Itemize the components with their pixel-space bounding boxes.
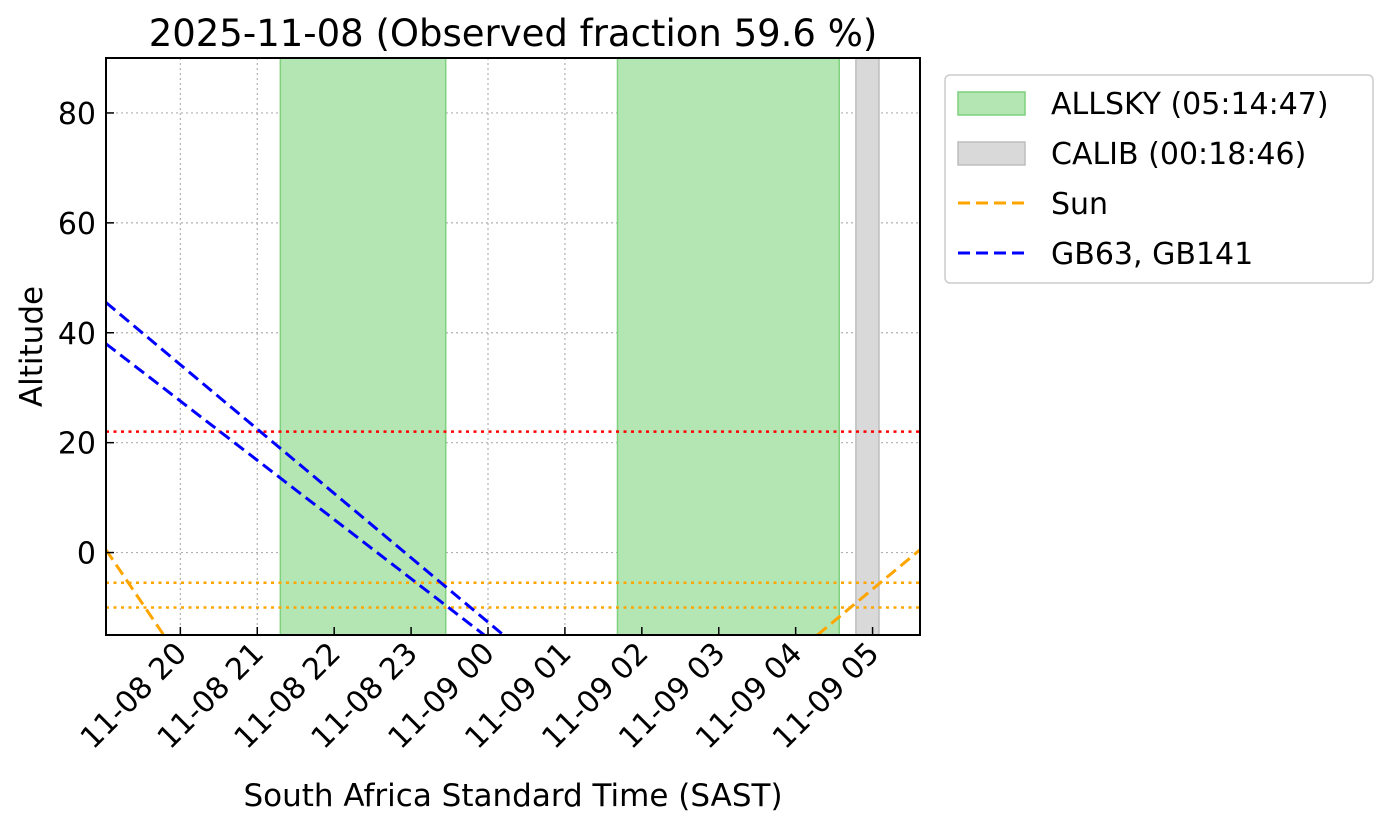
series-line-gb63 [105,301,505,637]
legend-label: GB63, GB141 [1051,237,1253,272]
span-calib [855,57,880,636]
y-tick-label: 60 [58,207,96,242]
span-allsky [279,57,447,636]
y-tick-label: 0 [77,537,96,572]
y-axis-label: Altitude [14,286,50,407]
legend-box [944,74,1374,284]
series-line-sun [816,548,921,637]
span-allsky [616,57,840,636]
y-tick-label: 40 [58,317,96,352]
legend-label: Sun [1051,187,1108,222]
legend: ALLSKY (05:14:47) CALIB (00:18:46) Sun GB63… [944,74,1374,284]
legend-label: ALLSKY (05:14:47) [1051,87,1329,122]
observation-spans [279,57,880,636]
plot-frame [105,57,921,636]
series-line-gb63 [105,342,486,637]
series-line-sun [104,548,165,636]
reference-lines [106,430,920,609]
y-tick-label: 80 [58,97,96,132]
altitude-series [104,301,921,637]
legend-swatch [957,91,1026,116]
x-axis-label: South Africa Standard Time (SAST) [243,778,782,814]
y-tick-label: 20 [58,427,96,462]
chart-title: 2025-11-08 (Observed fraction 59.6 %) [149,12,878,55]
legend-swatch [957,141,1026,166]
legend-label: CALIB (00:18:46) [1051,137,1306,172]
